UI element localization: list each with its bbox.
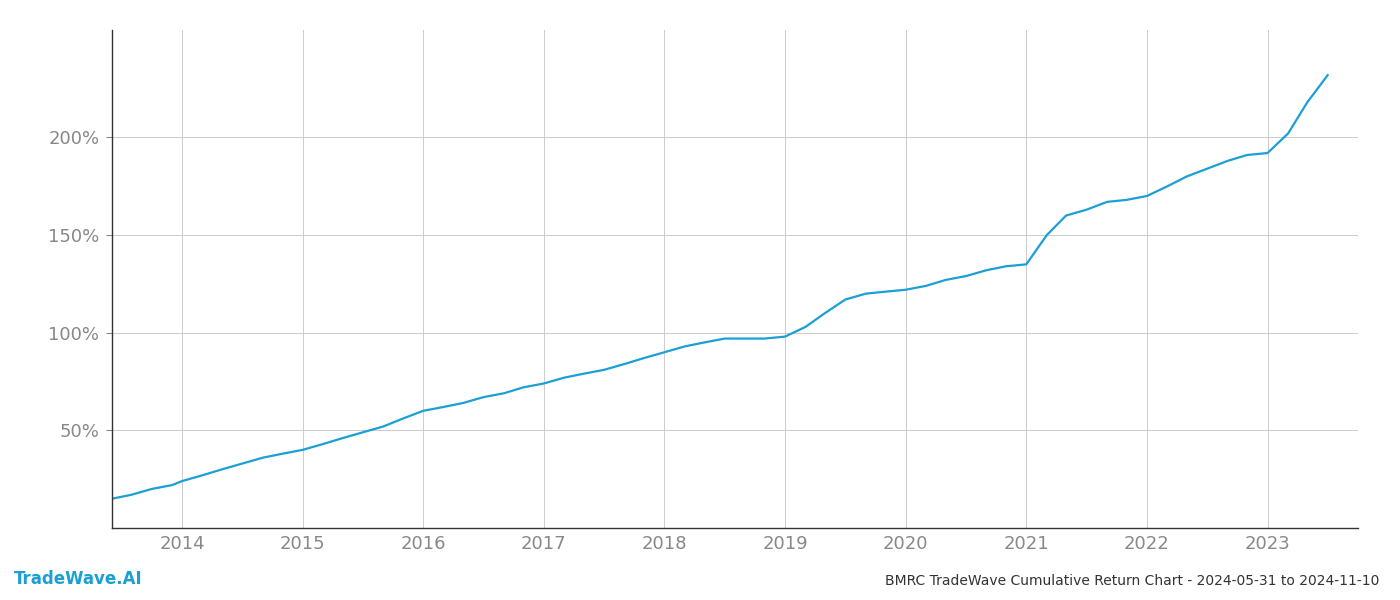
Text: TradeWave.AI: TradeWave.AI bbox=[14, 570, 143, 588]
Text: BMRC TradeWave Cumulative Return Chart - 2024-05-31 to 2024-11-10: BMRC TradeWave Cumulative Return Chart -… bbox=[885, 574, 1379, 588]
